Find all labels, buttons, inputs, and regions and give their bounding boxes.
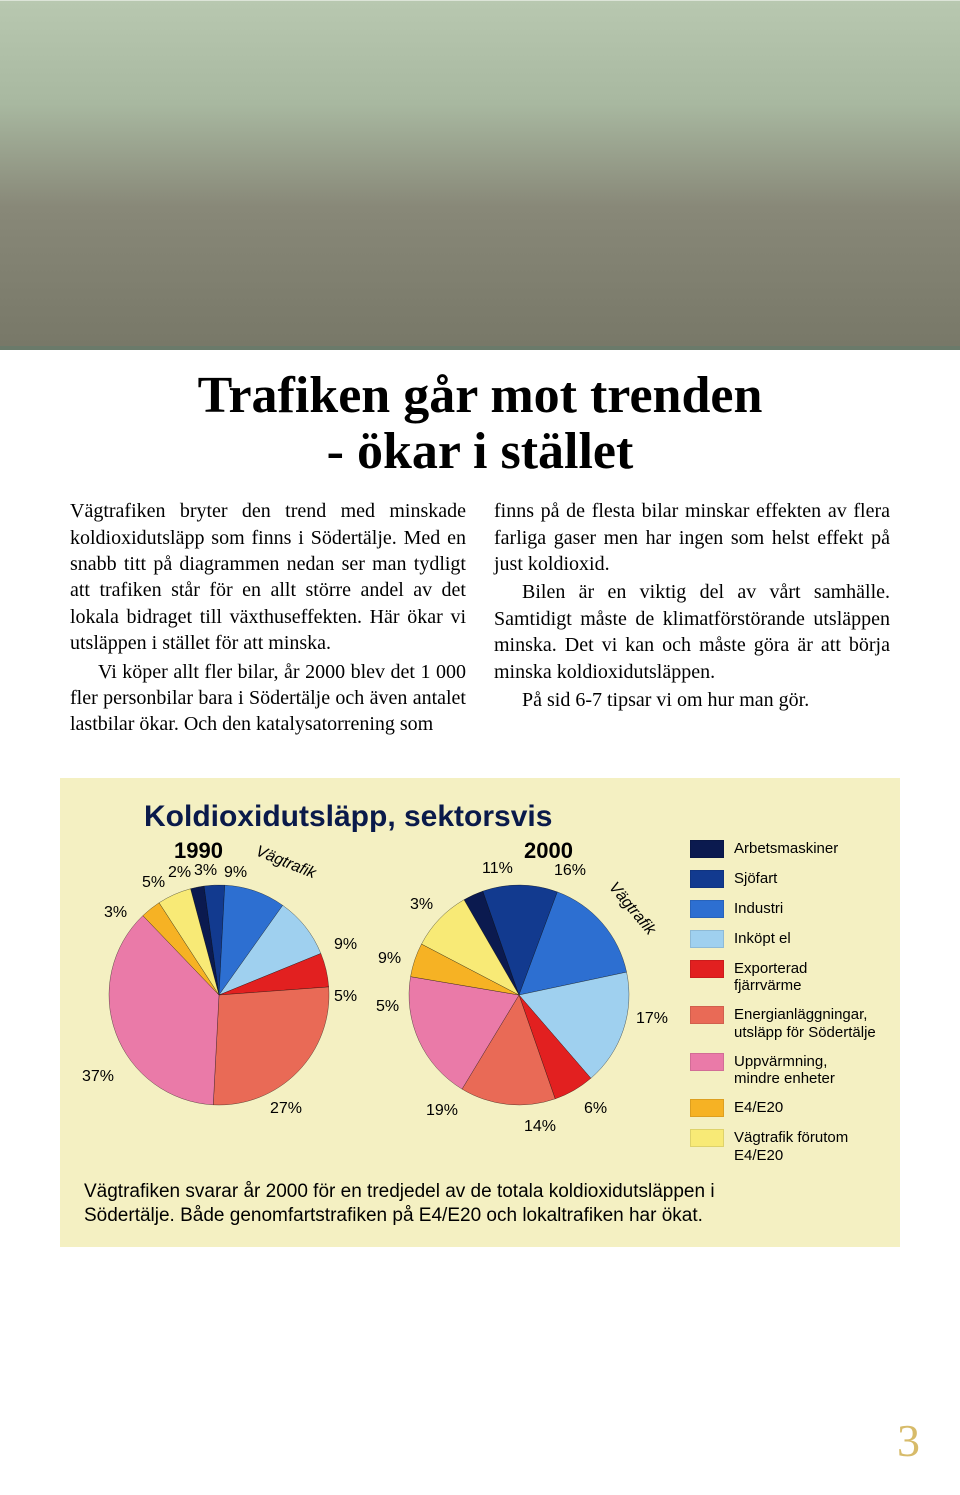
year-label-1990: 1990 <box>174 838 223 864</box>
legend-swatch <box>690 840 724 858</box>
legend-label: Inköpt el <box>734 930 791 947</box>
pie-percent-label: 17% <box>636 1010 668 1028</box>
legend-item: Sjöfart <box>690 870 876 888</box>
column-right: finns på de flesta bilar minskar effekte… <box>494 498 890 740</box>
headline-line1: Trafiken går mot trenden <box>198 367 763 424</box>
pie-percent-label: 14% <box>524 1118 556 1136</box>
legend-item: Vägtrafik förutom E4/E20 <box>690 1129 876 1164</box>
hero-photo <box>0 0 960 350</box>
pie-percent-label: 11% <box>482 860 513 878</box>
pie-percent-label: 16% <box>554 862 586 880</box>
legend-swatch <box>690 1006 724 1024</box>
para: Vägtrafiken bryter den trend med minskad… <box>70 498 466 656</box>
pie-percent-label: 19% <box>426 1102 458 1120</box>
pie-2000: 2000 Vägtrafik 11%16%17%6%14%19%5%9%3% <box>374 840 664 1140</box>
headline-line2: - ökar i stället <box>327 423 634 480</box>
pie-percent-label: 5% <box>334 988 357 1006</box>
pie-percent-label: 5% <box>142 874 165 892</box>
legend-item: Uppvärmning, mindre enheter <box>690 1053 876 1088</box>
chart-panel: Koldioxidutsläpp, sektorsvis 1990 Vägtra… <box>60 778 900 1248</box>
legend-swatch <box>690 960 724 978</box>
legend-swatch <box>690 930 724 948</box>
legend-item: Arbetsmaskiner <box>690 840 876 858</box>
legend-swatch <box>690 1099 724 1117</box>
chart-title: Koldioxidutsläpp, sektorsvis <box>144 800 876 834</box>
pie-percent-label: 9% <box>334 936 357 954</box>
para: På sid 6-7 tipsar vi om hur man gör. <box>494 687 890 713</box>
legend-swatch <box>690 870 724 888</box>
year-label-2000: 2000 <box>524 838 573 864</box>
legend-label: Arbetsmaskiner <box>734 840 838 857</box>
pie-percent-label: 37% <box>82 1068 114 1086</box>
legend-label: Sjöfart <box>734 870 777 887</box>
legend-label: Vägtrafik förutom E4/E20 <box>734 1129 876 1164</box>
legend-label: Industri <box>734 900 783 917</box>
pie-percent-label: 6% <box>584 1100 607 1118</box>
pie-percent-label: 2% <box>168 864 191 882</box>
legend-label: E4/E20 <box>734 1099 783 1116</box>
pie-percent-label: 3% <box>410 896 433 914</box>
legend-item: Energianläggningar, utsläpp för Södertäl… <box>690 1006 876 1041</box>
legend-item: Industri <box>690 900 876 918</box>
pie-percent-label: 3% <box>104 904 127 922</box>
legend-label: Energianläggningar, utsläpp för Södertäl… <box>734 1006 876 1041</box>
headline: Trafiken går mot trenden - ökar i ställe… <box>0 350 960 490</box>
body-columns: Vägtrafiken bryter den trend med minskad… <box>0 490 960 760</box>
para: Bilen är en viktig del av vårt samhälle.… <box>494 579 890 685</box>
pie-percent-label: 9% <box>224 864 247 882</box>
para: finns på de flesta bilar minskar effekte… <box>494 498 890 577</box>
chart-caption: Vägtrafiken svarar år 2000 för en tredje… <box>84 1180 724 1228</box>
pie-percent-label: 5% <box>376 998 399 1016</box>
legend-label: Exporterad fjärrvärme <box>734 960 876 995</box>
legend-item: Exporterad fjärrvärme <box>690 960 876 995</box>
pie-slice <box>213 987 329 1105</box>
para: Vi köper allt fler bilar, år 2000 blev d… <box>70 659 466 738</box>
page-number: 3 <box>897 1414 920 1467</box>
pie-1990: 1990 Vägtrafik 5%2%3%9%9%5%27%37%3% <box>84 840 374 1140</box>
column-left: Vägtrafiken bryter den trend med minskad… <box>70 498 466 740</box>
pie-percent-label: 27% <box>270 1100 302 1118</box>
legend-swatch <box>690 1129 724 1147</box>
legend-swatch <box>690 900 724 918</box>
pie-percent-label: 9% <box>378 950 401 968</box>
pie-percent-label: 3% <box>194 862 217 880</box>
legend-label: Uppvärmning, mindre enheter <box>734 1053 876 1088</box>
legend-swatch <box>690 1053 724 1071</box>
legend-item: Inköpt el <box>690 930 876 948</box>
legend-item: E4/E20 <box>690 1099 876 1117</box>
pie-group: 1990 Vägtrafik 5%2%3%9%9%5%27%37%3% 2000… <box>84 840 664 1140</box>
chart-legend: Arbetsmaskiner Sjöfart Industri Inköpt el Ex… <box>674 840 876 1164</box>
